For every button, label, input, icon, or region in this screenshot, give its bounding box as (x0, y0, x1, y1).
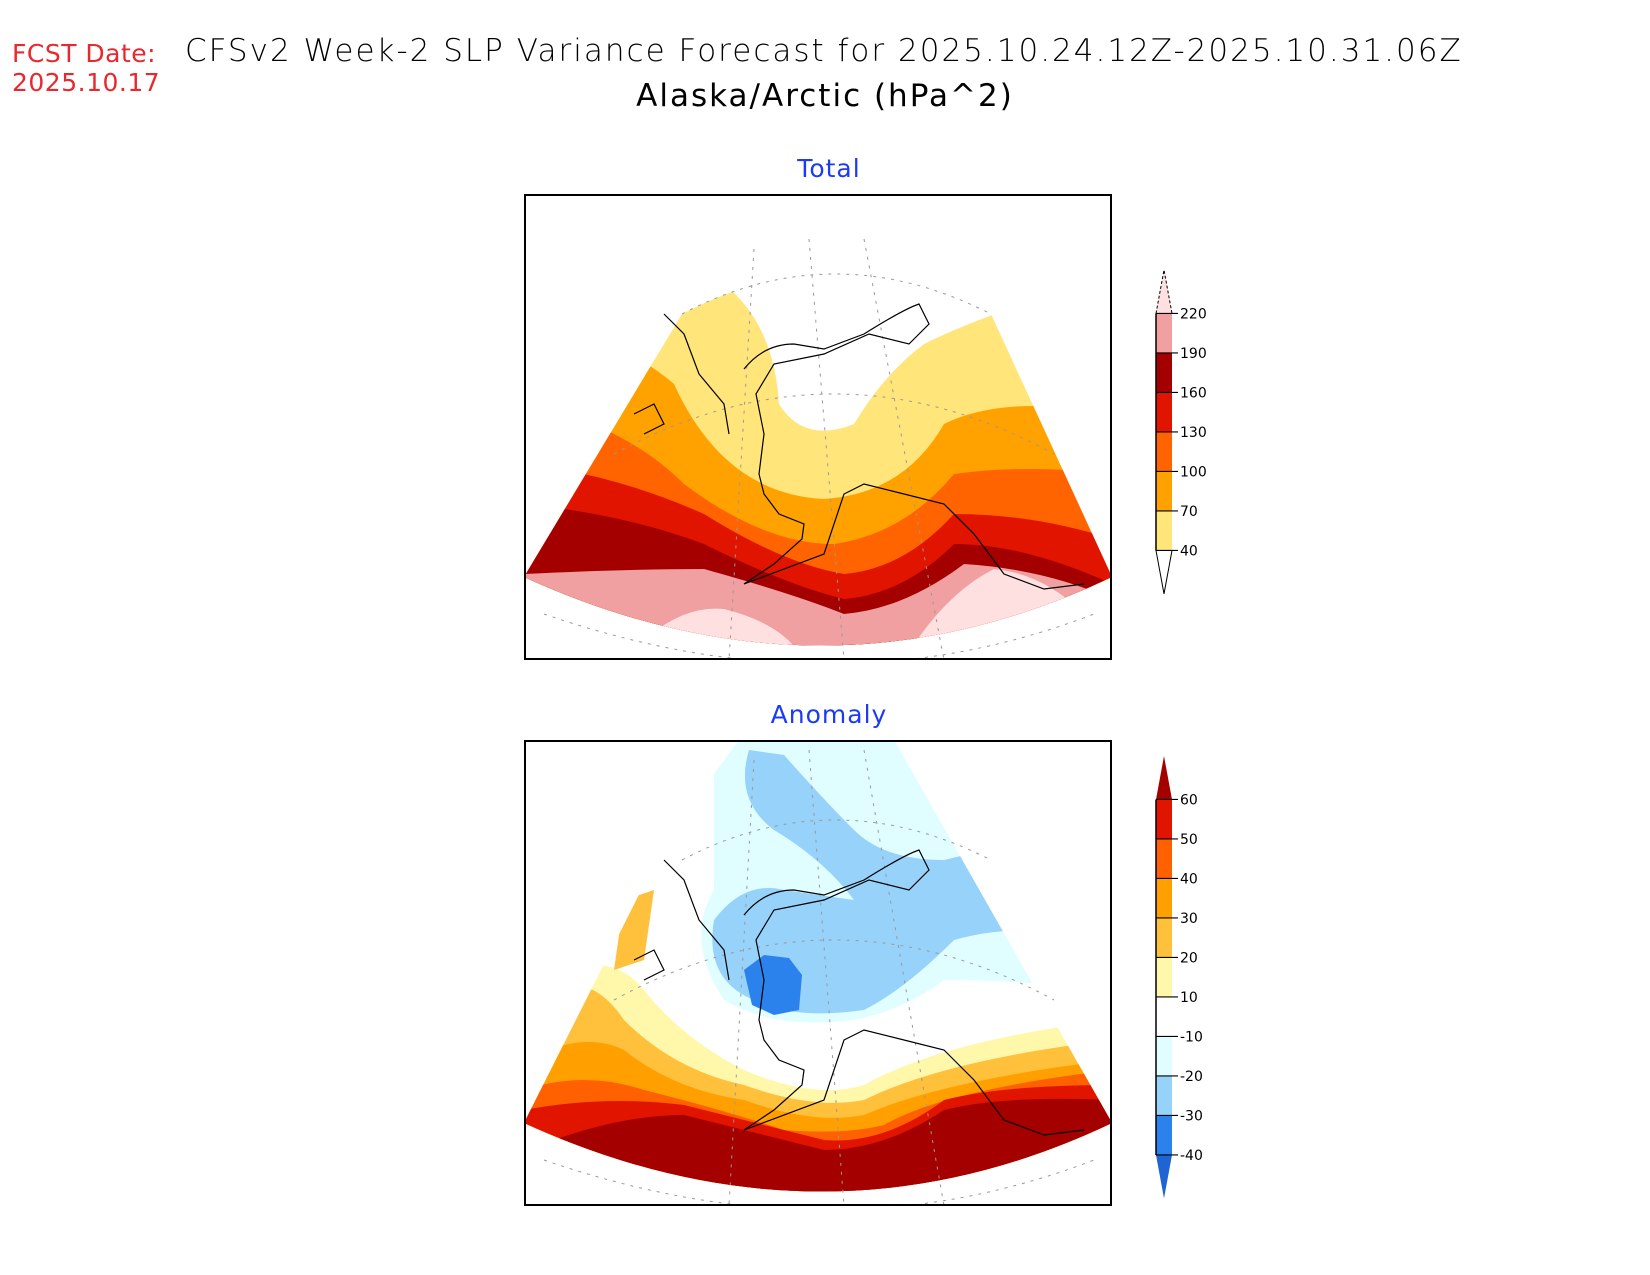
anomaly-panel-title: Anomaly (770, 700, 888, 729)
anomaly-coastline-alaska (743, 849, 1085, 1136)
total-coastline-siberia (633, 313, 730, 435)
anomaly-colorbar-segment (1156, 1075, 1172, 1116)
total-colorbar-segment (1156, 510, 1172, 551)
total-colorbar-tick-label: 100 (1180, 464, 1207, 480)
total-colorbar-tick-label: 130 (1180, 425, 1207, 441)
anomaly-colorbar-tick-label: 60 (1180, 792, 1198, 808)
total-map (524, 194, 1112, 660)
anomaly-colorbar-tick-label: 40 (1180, 871, 1198, 887)
anomaly-colorbar-tick-label: 30 (1180, 911, 1198, 927)
total-longitude-gridline (728, 248, 755, 660)
anomaly-colorbar-segment (1156, 838, 1172, 879)
anomaly-colorbar-tick-label: -20 (1180, 1069, 1203, 1085)
anomaly-colorbar-segment (1156, 1036, 1172, 1076)
anomaly-latitude-gridline (543, 1159, 1095, 1206)
anomaly-map (524, 740, 1112, 1206)
total-colorbar-segment (1156, 392, 1172, 432)
main-subtitle: Alaska/Arctic (hPa^2) (636, 78, 1014, 114)
anomaly-colorbar-tick-label: 10 (1180, 990, 1198, 1006)
anomaly-colorbar-extend-above (1156, 756, 1172, 800)
total-latitude-gridline (543, 613, 1095, 660)
anomaly-colorbar-tick-label: -40 (1180, 1148, 1203, 1164)
forecast-date-label: FCST Date: (12, 39, 157, 68)
anomaly-colorbar-tick-label: 20 (1180, 950, 1198, 966)
total-colorbar-tick-label: 70 (1180, 504, 1198, 520)
total-colorbar-tick-label: 220 (1180, 306, 1207, 322)
main-title: CFSv2 Week-2 SLP Variance Forecast for 2… (185, 33, 1463, 69)
total-colorbar-extend-above (1155, 269, 1173, 314)
total-colorbar-segment (1156, 471, 1172, 511)
total-colorbar-tick-label: 40 (1180, 543, 1198, 559)
forecast-date-value: 2025.10.17 (12, 68, 161, 97)
total-colorbar-tick-label: 190 (1180, 346, 1207, 362)
anomaly-colorbar-segment (1156, 878, 1172, 918)
anomaly-band-neg30 (744, 955, 802, 1015)
total-colorbar-segment (1156, 313, 1172, 353)
anomaly-band-neg20 (712, 750, 1112, 1014)
total-colorbar-tick-label: 160 (1180, 385, 1207, 401)
total-panel-title: Total (797, 154, 861, 183)
total-colorbar-segment (1156, 352, 1172, 393)
anomaly-colorbar-segment (1156, 957, 1172, 997)
anomaly-colorbar: 60 50 40 30 20 10 -10 -20 -30 -40 (1155, 756, 1203, 1199)
anomaly-colorbar-tick-label: 50 (1180, 832, 1198, 848)
anomaly-colorbar-segment (1156, 799, 1172, 839)
total-colorbar-segment (1156, 431, 1172, 472)
total-colorbar: 220 190 160 130 100 70 40 (1155, 269, 1207, 594)
anomaly-longitude-gridline (728, 759, 755, 1206)
total-map-frame (524, 194, 1112, 660)
anomaly-colorbar-tick-label: -10 (1180, 1029, 1203, 1045)
anomaly-colorbar-tick-label: -30 (1180, 1108, 1203, 1124)
anomaly-colorbar-segment (1156, 917, 1172, 958)
anomaly-colorbar-extend-below (1156, 1154, 1172, 1199)
total-coastline-alaska (743, 303, 1085, 590)
total-longitude-gridline (808, 238, 845, 660)
anomaly-colorbar-segment (1156, 1115, 1172, 1155)
total-colorbar-extend-below (1155, 549, 1173, 594)
anomaly-map-frame (524, 740, 1112, 1206)
anomaly-coastline-siberia (633, 859, 730, 981)
anomaly-colorbar-segment (1156, 996, 1172, 1037)
